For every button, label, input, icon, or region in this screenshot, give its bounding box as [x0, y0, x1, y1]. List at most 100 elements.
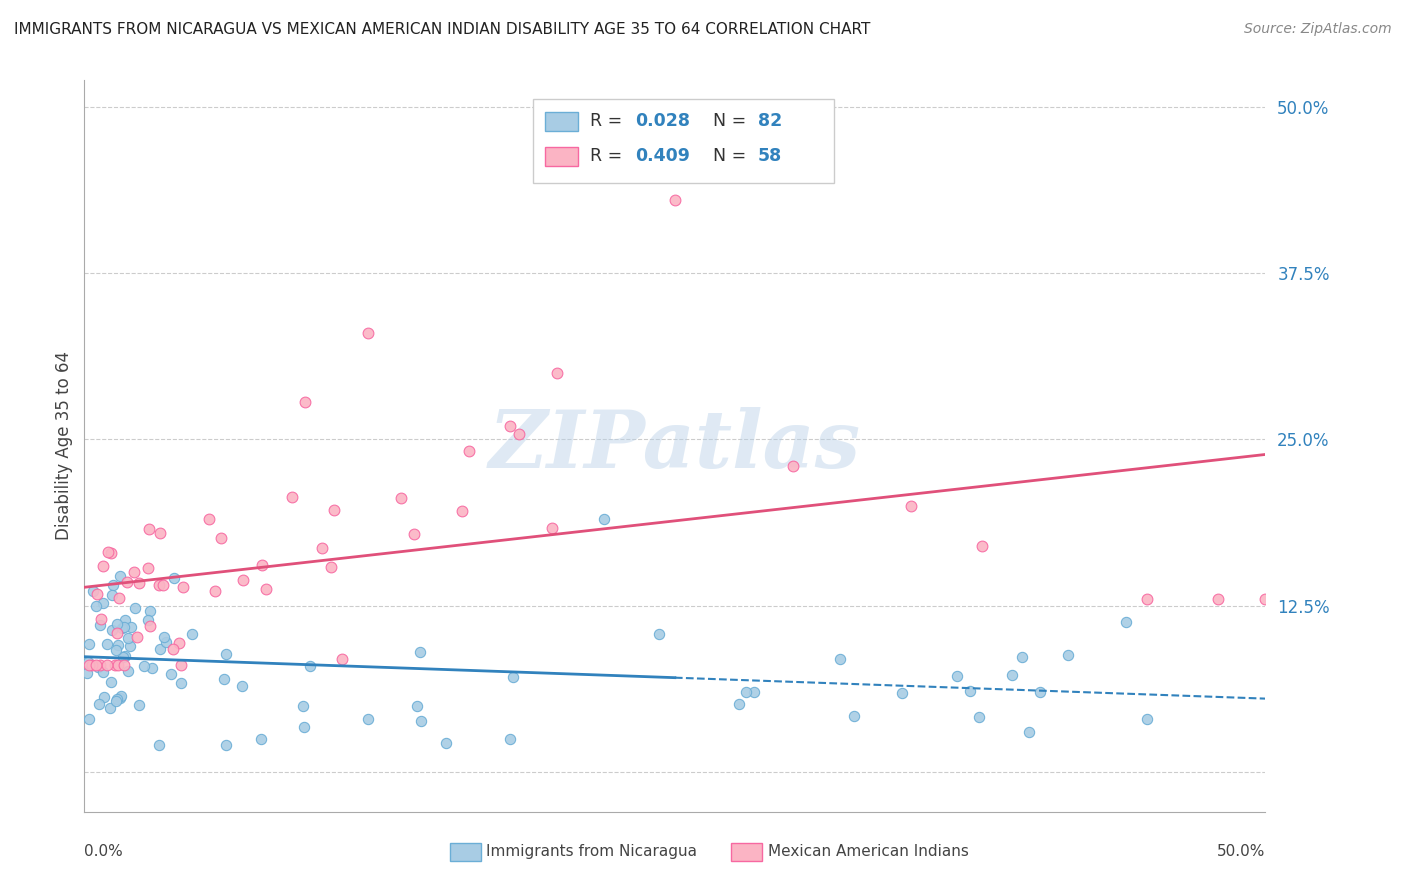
Point	[162, 641, 184, 656]
Text: N =: N =	[702, 146, 752, 165]
Point	[104, 658, 127, 673]
Point	[498, 419, 520, 434]
Point	[148, 738, 170, 752]
Point	[132, 659, 155, 673]
Point	[1136, 712, 1159, 726]
Point	[153, 630, 176, 644]
Text: 0.409: 0.409	[634, 146, 689, 165]
Point	[108, 691, 131, 706]
Point	[844, 709, 866, 723]
Point	[98, 700, 121, 714]
Point	[107, 639, 129, 653]
Point	[250, 731, 273, 746]
Point	[114, 649, 136, 664]
Point	[136, 561, 159, 575]
Point	[900, 499, 922, 513]
Point	[250, 558, 273, 572]
Point	[404, 526, 426, 541]
Point	[107, 658, 129, 673]
Point	[292, 720, 315, 734]
Point	[110, 690, 132, 704]
Point	[149, 642, 172, 657]
Point	[232, 573, 254, 587]
Point	[411, 714, 433, 728]
Point	[97, 545, 120, 559]
Point	[204, 584, 226, 599]
Point	[1115, 615, 1137, 629]
Point	[970, 539, 993, 553]
Point	[115, 575, 138, 590]
FancyBboxPatch shape	[533, 99, 834, 183]
Point	[782, 458, 804, 473]
Point	[212, 672, 235, 686]
Point	[163, 572, 186, 586]
Point	[294, 395, 316, 409]
Point	[291, 698, 314, 713]
Point	[96, 637, 118, 651]
Point	[169, 675, 191, 690]
FancyBboxPatch shape	[546, 147, 578, 166]
Point	[82, 658, 104, 673]
Point	[76, 665, 98, 680]
Text: 0.028: 0.028	[634, 112, 690, 129]
Point	[105, 625, 128, 640]
Text: Source: ZipAtlas.com: Source: ZipAtlas.com	[1244, 22, 1392, 37]
Point	[138, 522, 160, 536]
Point	[117, 664, 139, 678]
Text: IMMIGRANTS FROM NICARAGUA VS MEXICAN AMERICAN INDIAN DISABILITY AGE 35 TO 64 COR: IMMIGRANTS FROM NICARAGUA VS MEXICAN AME…	[14, 22, 870, 37]
Point	[77, 658, 100, 673]
Text: ZIPatlas: ZIPatlas	[489, 408, 860, 484]
Point	[77, 656, 100, 670]
Point	[155, 635, 177, 649]
Point	[87, 660, 110, 674]
Point	[136, 613, 159, 627]
Point	[969, 710, 991, 724]
Text: 82: 82	[758, 112, 782, 129]
Point	[112, 658, 135, 673]
Point	[128, 575, 150, 590]
Point	[1057, 648, 1080, 662]
Point	[77, 636, 100, 650]
Point	[198, 512, 221, 526]
Point	[91, 596, 114, 610]
Point	[101, 588, 124, 602]
Point	[172, 580, 194, 594]
Point	[93, 690, 115, 705]
Point	[215, 738, 238, 752]
Point	[93, 665, 115, 680]
Point	[434, 736, 457, 750]
Point	[82, 584, 104, 599]
Point	[105, 617, 128, 632]
Point	[91, 559, 114, 574]
Point	[1028, 685, 1050, 699]
Point	[86, 587, 108, 601]
Point	[89, 658, 111, 673]
Point	[593, 512, 616, 526]
Point	[90, 612, 112, 626]
Point	[100, 546, 122, 560]
Point	[391, 491, 413, 505]
Text: 58: 58	[758, 146, 782, 165]
Point	[458, 444, 481, 458]
Point	[138, 603, 160, 617]
Point	[254, 582, 277, 596]
Point	[101, 578, 124, 592]
Point	[209, 532, 232, 546]
Point	[215, 647, 238, 661]
Point	[540, 521, 562, 535]
Point	[498, 731, 520, 746]
Point	[357, 326, 380, 340]
Y-axis label: Disability Age 35 to 64: Disability Age 35 to 64	[55, 351, 73, 541]
Point	[104, 642, 127, 657]
Point	[100, 674, 122, 689]
Point	[648, 627, 671, 641]
Point	[108, 568, 131, 582]
Point	[152, 578, 174, 592]
Point	[96, 658, 118, 673]
Point	[830, 652, 852, 666]
Text: R =: R =	[591, 146, 627, 165]
Point	[406, 698, 429, 713]
Point	[451, 504, 474, 518]
Point	[231, 679, 253, 693]
Text: 0.0%: 0.0%	[84, 845, 124, 859]
